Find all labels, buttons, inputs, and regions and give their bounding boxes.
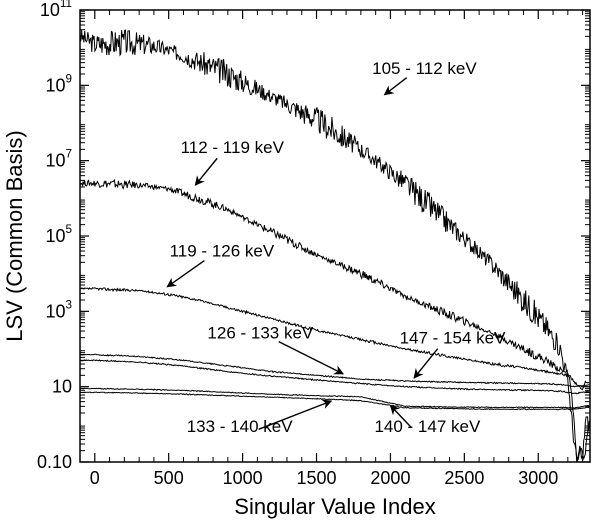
plot-area <box>80 30 589 461</box>
x-tick-label: 2500 <box>444 468 484 488</box>
annotation-label: 119 - 126 keV <box>170 242 275 261</box>
annotation-arrow <box>195 158 217 185</box>
x-tick-label: 3000 <box>518 468 558 488</box>
series-s2 <box>80 180 589 459</box>
y-tick-label: 109 <box>45 72 72 95</box>
annotation-label: 112 - 119 keV <box>181 138 285 157</box>
annotation-arrow <box>259 401 332 429</box>
x-tick-label: 500 <box>154 468 184 488</box>
y-tick-label: 10 <box>52 377 72 397</box>
y-tick-label: 105 <box>45 223 72 246</box>
annotation-arrow <box>279 342 343 374</box>
series-s6 <box>80 388 589 408</box>
x-tick-label: 1000 <box>223 468 263 488</box>
annotation-arrow <box>167 261 204 287</box>
annotation-label: 133 - 140 keV <box>187 417 294 436</box>
x-tick-label: 2000 <box>370 468 410 488</box>
annotation-label: 140 - 147 keV <box>374 417 481 436</box>
x-tick-label: 1500 <box>296 468 336 488</box>
lsv-chart: 0 500 1000 1500 2000 2500 3000 Singular Value I… <box>0 0 601 523</box>
y-tick-label: 1011 <box>40 0 72 20</box>
y-tick-label: 103 <box>45 298 72 321</box>
y-axis-label: LSV (Common Basis) <box>2 130 27 342</box>
x-axis-label: Singular Value Index <box>234 494 435 519</box>
series-s3 <box>80 288 589 390</box>
annotation-label: 147 - 154 keV <box>400 328 507 347</box>
y-tick-label: 107 <box>45 148 72 171</box>
axis-frame <box>80 10 590 462</box>
annotation-arrow <box>385 78 407 95</box>
annotation-label: 105 - 112 keV <box>372 59 477 78</box>
annotation-label: 126 - 133 keV <box>207 323 314 342</box>
y-tick-label: 0.10 <box>37 452 72 472</box>
series-s1 <box>80 30 589 461</box>
x-tick-label: 0 <box>90 468 100 488</box>
